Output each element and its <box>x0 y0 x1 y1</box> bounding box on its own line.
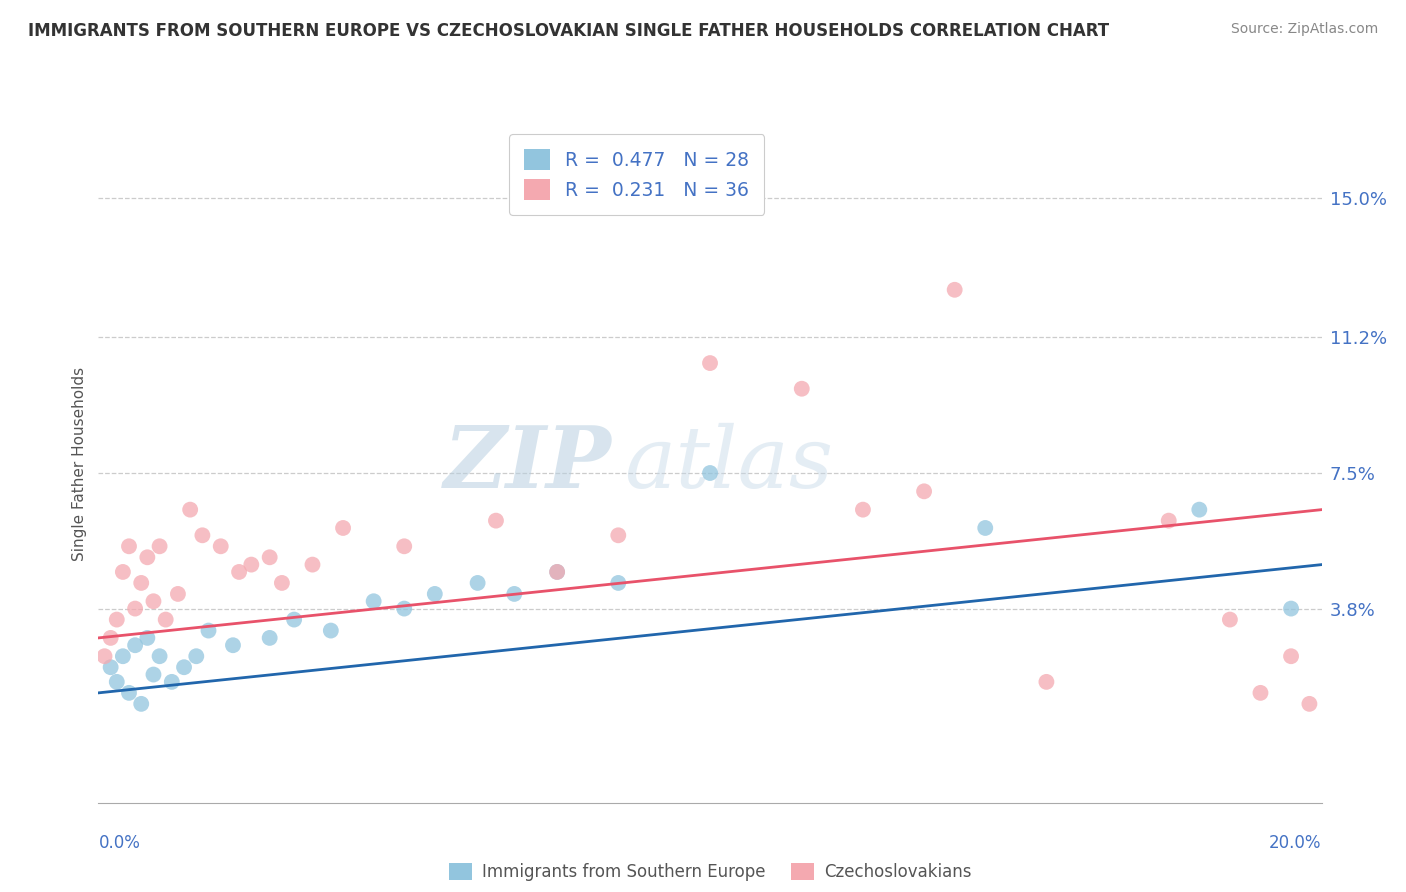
Point <box>301 558 323 572</box>
Point <box>790 382 813 396</box>
Point <box>485 514 508 528</box>
Text: Source: ZipAtlas.com: Source: ZipAtlas.com <box>1230 22 1378 37</box>
Point <box>974 521 997 535</box>
Point <box>111 649 134 664</box>
Point <box>124 601 146 615</box>
Point <box>392 539 416 553</box>
Point <box>546 565 568 579</box>
Point <box>93 649 115 664</box>
Point <box>160 674 183 689</box>
Point <box>699 356 721 370</box>
Point <box>149 539 172 553</box>
Point <box>129 697 152 711</box>
Point <box>259 550 281 565</box>
Point <box>1157 514 1180 528</box>
Point <box>423 587 446 601</box>
Point <box>155 613 177 627</box>
Point <box>228 565 250 579</box>
Point <box>118 539 141 553</box>
Point <box>1298 697 1320 711</box>
Point <box>1188 502 1211 516</box>
Point <box>149 649 172 664</box>
Text: IMMIGRANTS FROM SOUTHERN EUROPE VS CZECHOSLOVAKIAN SINGLE FATHER HOUSEHOLDS CORR: IMMIGRANTS FROM SOUTHERN EUROPE VS CZECH… <box>28 22 1109 40</box>
Point <box>209 539 232 553</box>
Point <box>124 638 146 652</box>
Point <box>607 528 630 542</box>
Point <box>186 649 208 664</box>
Point <box>1279 649 1302 664</box>
Point <box>1219 613 1241 627</box>
Text: 0.0%: 0.0% <box>98 834 141 852</box>
Legend: Immigrants from Southern Europe, Czechoslovakians: Immigrants from Southern Europe, Czechos… <box>440 855 980 889</box>
Point <box>105 674 128 689</box>
Point <box>607 576 630 591</box>
Point <box>912 484 935 499</box>
Point <box>167 587 190 601</box>
Point <box>332 521 354 535</box>
Point <box>363 594 385 608</box>
Point <box>467 576 489 591</box>
Point <box>259 631 281 645</box>
Point <box>100 631 122 645</box>
Point <box>319 624 342 638</box>
Point <box>503 587 526 601</box>
Point <box>699 466 721 480</box>
Point <box>118 686 141 700</box>
Point <box>142 594 165 608</box>
Point <box>240 558 263 572</box>
Point <box>191 528 214 542</box>
Point <box>283 613 305 627</box>
Point <box>136 550 159 565</box>
Point <box>129 576 152 591</box>
Point <box>1279 601 1302 615</box>
Point <box>111 565 134 579</box>
Point <box>546 565 568 579</box>
Text: atlas: atlas <box>624 423 834 505</box>
Point <box>136 631 159 645</box>
Point <box>392 601 416 615</box>
Point <box>852 502 875 516</box>
Point <box>222 638 245 652</box>
Point <box>1250 686 1272 700</box>
Point <box>142 667 165 681</box>
Point <box>105 613 128 627</box>
Text: 20.0%: 20.0% <box>1270 834 1322 852</box>
Y-axis label: Single Father Households: Single Father Households <box>72 367 87 561</box>
Text: ZIP: ZIP <box>444 422 612 506</box>
Point <box>1035 674 1057 689</box>
Point <box>173 660 195 674</box>
Point <box>100 660 122 674</box>
Point <box>197 624 219 638</box>
Point <box>943 283 966 297</box>
Point <box>179 502 201 516</box>
Point <box>270 576 294 591</box>
